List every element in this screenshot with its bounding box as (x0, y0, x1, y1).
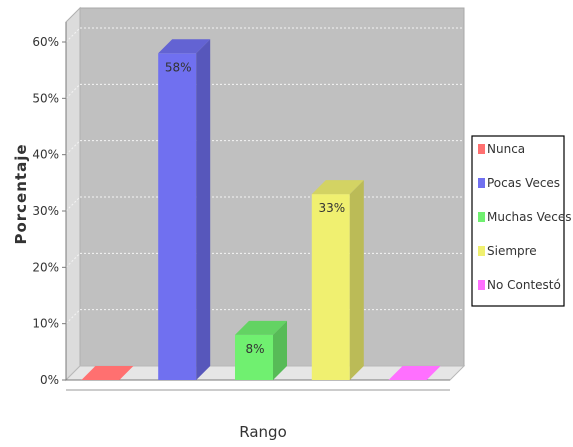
data-label: 58% (165, 60, 192, 74)
legend-label: Nunca (487, 142, 525, 156)
plot-side-wall (65, 6, 81, 382)
bar-1 (81, 366, 134, 380)
grid-line-side (65, 83, 81, 99)
grid-line-side (65, 309, 81, 325)
y-tick-label: 40% (32, 148, 59, 162)
bar-front (235, 334, 273, 380)
legend-label: Pocas Veces (487, 176, 560, 190)
legend-swatch (478, 212, 485, 222)
legend-swatch (478, 280, 485, 290)
bars (81, 39, 441, 381)
grid-lines (65, 27, 464, 325)
y-axis-label: Porcentaje (12, 143, 30, 244)
bar-top (235, 320, 287, 335)
legend-swatch (478, 246, 485, 256)
bar-side (273, 320, 287, 380)
legend-box (471, 135, 565, 307)
legend-swatch (478, 178, 485, 188)
x-axis-label: Rango (239, 423, 287, 441)
plot-back-wall (79, 7, 465, 367)
grid-line-side (65, 196, 81, 212)
bar-4 (311, 180, 364, 380)
bar-flat (81, 366, 134, 380)
bar-3 (235, 320, 287, 380)
data-label: 33% (318, 201, 345, 215)
y-tick-label: 30% (32, 204, 59, 218)
data-label: 8% (245, 342, 264, 356)
grid-line-side (65, 27, 81, 43)
y-tick-label: 0% (40, 373, 59, 387)
bar-front (311, 194, 350, 380)
bar-side (196, 39, 211, 381)
bar-top (311, 180, 364, 195)
bar-5 (388, 366, 441, 380)
bar-2 (158, 39, 211, 381)
bar-top (158, 39, 211, 54)
bar-front (158, 53, 197, 381)
legend-label: Muchas Veces (487, 210, 571, 224)
legend-swatch (478, 144, 485, 154)
grid-line-side (65, 252, 81, 268)
legend-label: Siempre (487, 244, 537, 258)
y-tick-labels: 0% 10% 20% 30% 40% 50% 60% (32, 35, 66, 387)
data-labels: 58% 8% 33% (165, 60, 345, 356)
y-tick-label: 50% (32, 91, 59, 105)
bar-side (349, 180, 364, 380)
legend: Nunca Pocas Veces Muchas Veces Siempre No Co… (471, 135, 571, 307)
legend-label: No Contestó (487, 278, 561, 292)
grid-line-side (65, 140, 81, 156)
y-tick-label: 20% (32, 260, 59, 274)
y-tick-label: 60% (32, 35, 59, 49)
bar-flat (388, 366, 441, 380)
y-tick-label: 10% (32, 317, 59, 331)
